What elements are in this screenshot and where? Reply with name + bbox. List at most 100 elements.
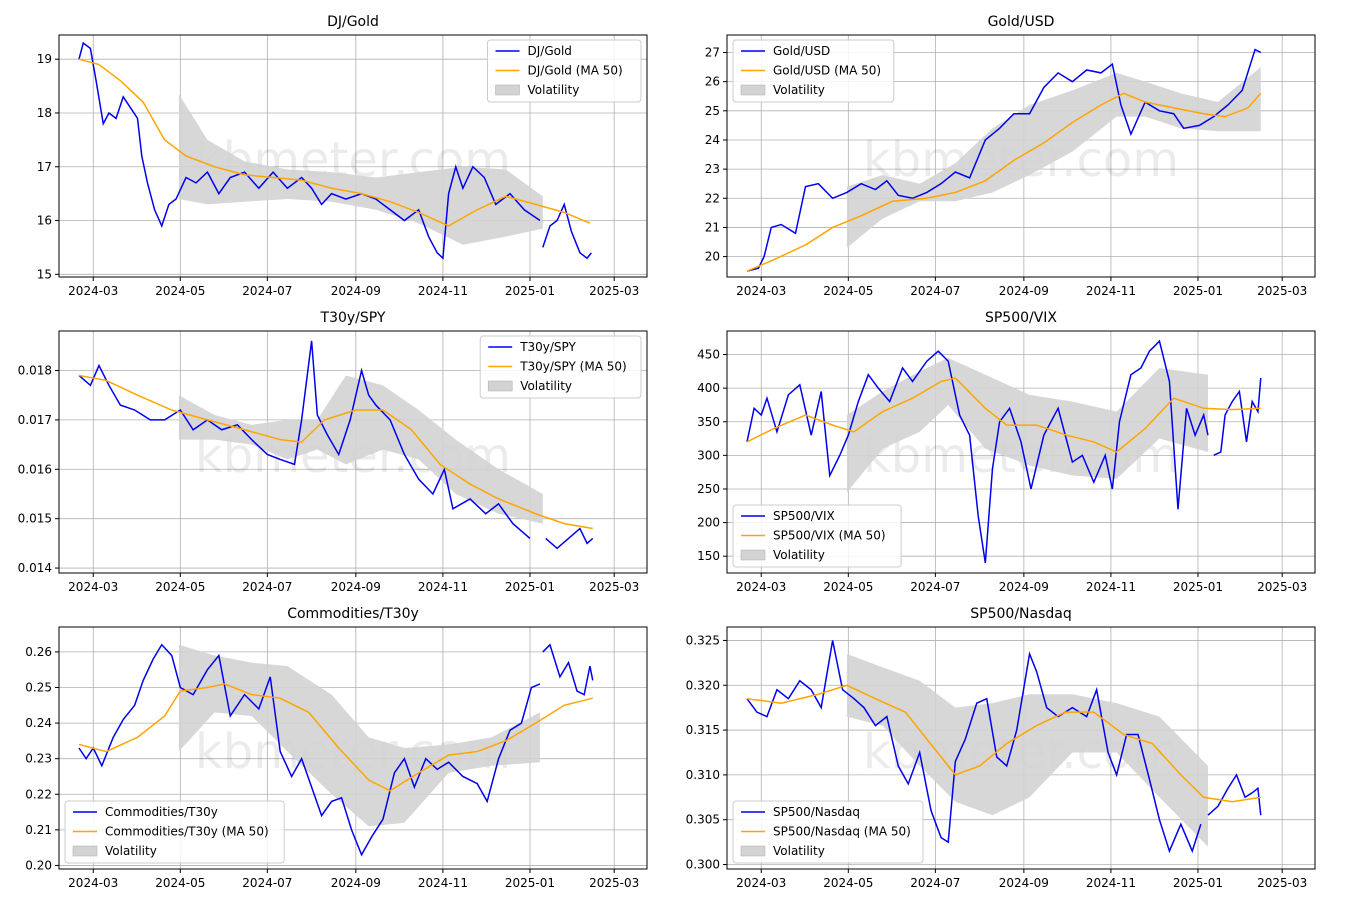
y-tick-label: 0.20 <box>25 858 52 872</box>
y-tick-label: 0.25 <box>25 681 52 695</box>
y-tick-label: 0.22 <box>25 787 52 801</box>
y-tick-label: 22 <box>705 191 720 205</box>
x-tick-label: 2024-11 <box>1086 580 1136 594</box>
chart-panel-5: kbmeter.com2024-032024-052024-072024-092… <box>25 606 648 890</box>
x-tick-label: 2024-09 <box>999 284 1049 298</box>
ratio-series-line <box>78 340 531 539</box>
volatility-band <box>846 653 1208 847</box>
ratio-series-line <box>78 41 541 260</box>
legend-entry-series-label: SP500/Nasdaq <box>773 805 860 819</box>
legend-entry-volatility-swatch <box>740 845 766 857</box>
chart-panel-6: kbmeter.com2024-032024-052024-072024-092… <box>686 606 1316 890</box>
plot-frame <box>58 34 648 278</box>
legend-entry-ma50-label: Gold/USD (MA 50) <box>773 64 881 78</box>
chart-title: SP500/Nasdaq <box>970 606 1071 622</box>
legend-entry-volatility-swatch <box>740 549 766 561</box>
ma50-series-line <box>746 377 1261 453</box>
x-tick-label: 2024-05 <box>155 876 205 890</box>
volatility-band <box>846 67 1261 248</box>
legend-entry-volatility-label: Volatility <box>773 83 825 97</box>
x-tick-label: 2024-05 <box>823 580 873 594</box>
y-tick-label: 450 <box>697 348 720 362</box>
y-tick-label: 21 <box>705 220 720 234</box>
y-tick-label: 0.320 <box>686 678 720 692</box>
x-tick-label: 2024-07 <box>242 876 292 890</box>
legend-entry-series-label: Commodities/T30y <box>105 805 218 819</box>
y-tick-label: 200 <box>697 516 720 530</box>
plot-frame <box>726 34 1316 278</box>
ma50-series-line <box>78 683 593 792</box>
ratio-series-line-segment <box>542 202 592 260</box>
y-tick-label: 250 <box>697 482 720 496</box>
x-tick-label: 2025-03 <box>1257 580 1307 594</box>
x-tick-label: 2024-11 <box>418 876 468 890</box>
y-tick-label: 0.017 <box>18 413 52 427</box>
x-tick-label: 2024-11 <box>418 580 468 594</box>
x-tick-label: 2024-05 <box>155 284 205 298</box>
legend-entry-volatility-label: Volatility <box>773 844 825 858</box>
chart-panel-3: kbmeter.com2024-032024-052024-072024-092… <box>18 310 648 594</box>
y-tick-label: 18 <box>37 106 52 120</box>
x-tick-label: 2024-09 <box>999 580 1049 594</box>
legend-box <box>64 800 285 864</box>
x-tick-label: 2024-03 <box>736 284 786 298</box>
ratio-series-line <box>746 339 1209 564</box>
legend-entry-ma50-label: DJ/Gold (MA 50) <box>528 64 623 78</box>
y-tick-label: 0.21 <box>25 823 52 837</box>
chart-title: T30y/SPY <box>320 310 386 326</box>
x-tick-label: 2024-03 <box>68 284 118 298</box>
y-tick-label: 23 <box>705 162 720 176</box>
y-tick-label: 0.23 <box>25 752 52 766</box>
ma50-series-line <box>78 374 593 530</box>
legend-entry-volatility-swatch <box>740 84 766 96</box>
y-tick-label: 19 <box>37 52 52 66</box>
x-tick-label: 2024-05 <box>155 580 205 594</box>
legend: T30y/SPY T30y/SPY (MA 50) Volatility <box>479 335 642 399</box>
y-tick-label: 20 <box>705 250 720 264</box>
legend: SP500/Nasdaq SP500/Nasdaq (MA 50) Volatili… <box>732 800 924 864</box>
x-tick-label: 2024-03 <box>736 580 786 594</box>
x-tick-label: 2025-01 <box>1173 580 1223 594</box>
plot-frame <box>726 330 1316 574</box>
chart-title: Gold/USD <box>988 14 1055 30</box>
y-tick-label: 0.300 <box>686 858 720 872</box>
x-tick-label: 2025-03 <box>589 284 639 298</box>
legend-entry-series-label: Gold/USD <box>773 44 830 58</box>
legend-entry-volatility-label: Volatility <box>520 379 572 393</box>
legend-entry-series-label: SP500/VIX <box>773 509 835 523</box>
legend: DJ/Gold DJ/Gold (MA 50) Volatility <box>487 39 642 103</box>
y-tick-label: 26 <box>705 75 720 89</box>
y-tick-label: 27 <box>705 45 720 59</box>
y-tick-label: 400 <box>697 381 720 395</box>
x-tick-label: 2024-03 <box>68 580 118 594</box>
x-tick-label: 2024-11 <box>1086 284 1136 298</box>
x-tick-label: 2024-05 <box>823 876 873 890</box>
volatility-band <box>178 94 543 245</box>
legend-entry-ma50-label: SP500/Nasdaq (MA 50) <box>773 825 911 839</box>
ratio-series-line-segment <box>1207 773 1262 816</box>
legend-entry-volatility-swatch <box>487 380 513 392</box>
y-tick-label: 15 <box>37 267 52 281</box>
legend-entry-volatility-swatch <box>72 845 98 857</box>
y-tick-label: 16 <box>37 214 52 228</box>
y-tick-label: 0.018 <box>18 364 52 378</box>
ma50-series-line <box>746 684 1261 803</box>
x-tick-label: 2025-01 <box>505 284 555 298</box>
chart-panel-2: kbmeter.com2024-032024-052024-072024-092… <box>705 14 1316 298</box>
x-tick-label: 2024-07 <box>910 284 960 298</box>
legend-entry-series-label: DJ/Gold <box>528 44 572 58</box>
ratio-series-line <box>78 643 541 857</box>
y-tick-label: 350 <box>697 415 720 429</box>
ratio-series-line-segment <box>542 643 594 696</box>
ma50-series-line <box>78 58 591 227</box>
ma50-series-line <box>746 92 1262 272</box>
ratio-series-line-segment <box>1213 377 1262 457</box>
legend: Commodities/T30y Commodities/T30y (MA 50)… <box>64 800 285 864</box>
chart-panel-4: kbmeter.com2024-032024-052024-072024-092… <box>697 310 1316 594</box>
x-tick-label: 2024-11 <box>1086 876 1136 890</box>
legend-entry-volatility-swatch <box>495 84 520 96</box>
y-tick-label: 0.315 <box>686 723 720 737</box>
ratio-series-line <box>746 48 1262 272</box>
